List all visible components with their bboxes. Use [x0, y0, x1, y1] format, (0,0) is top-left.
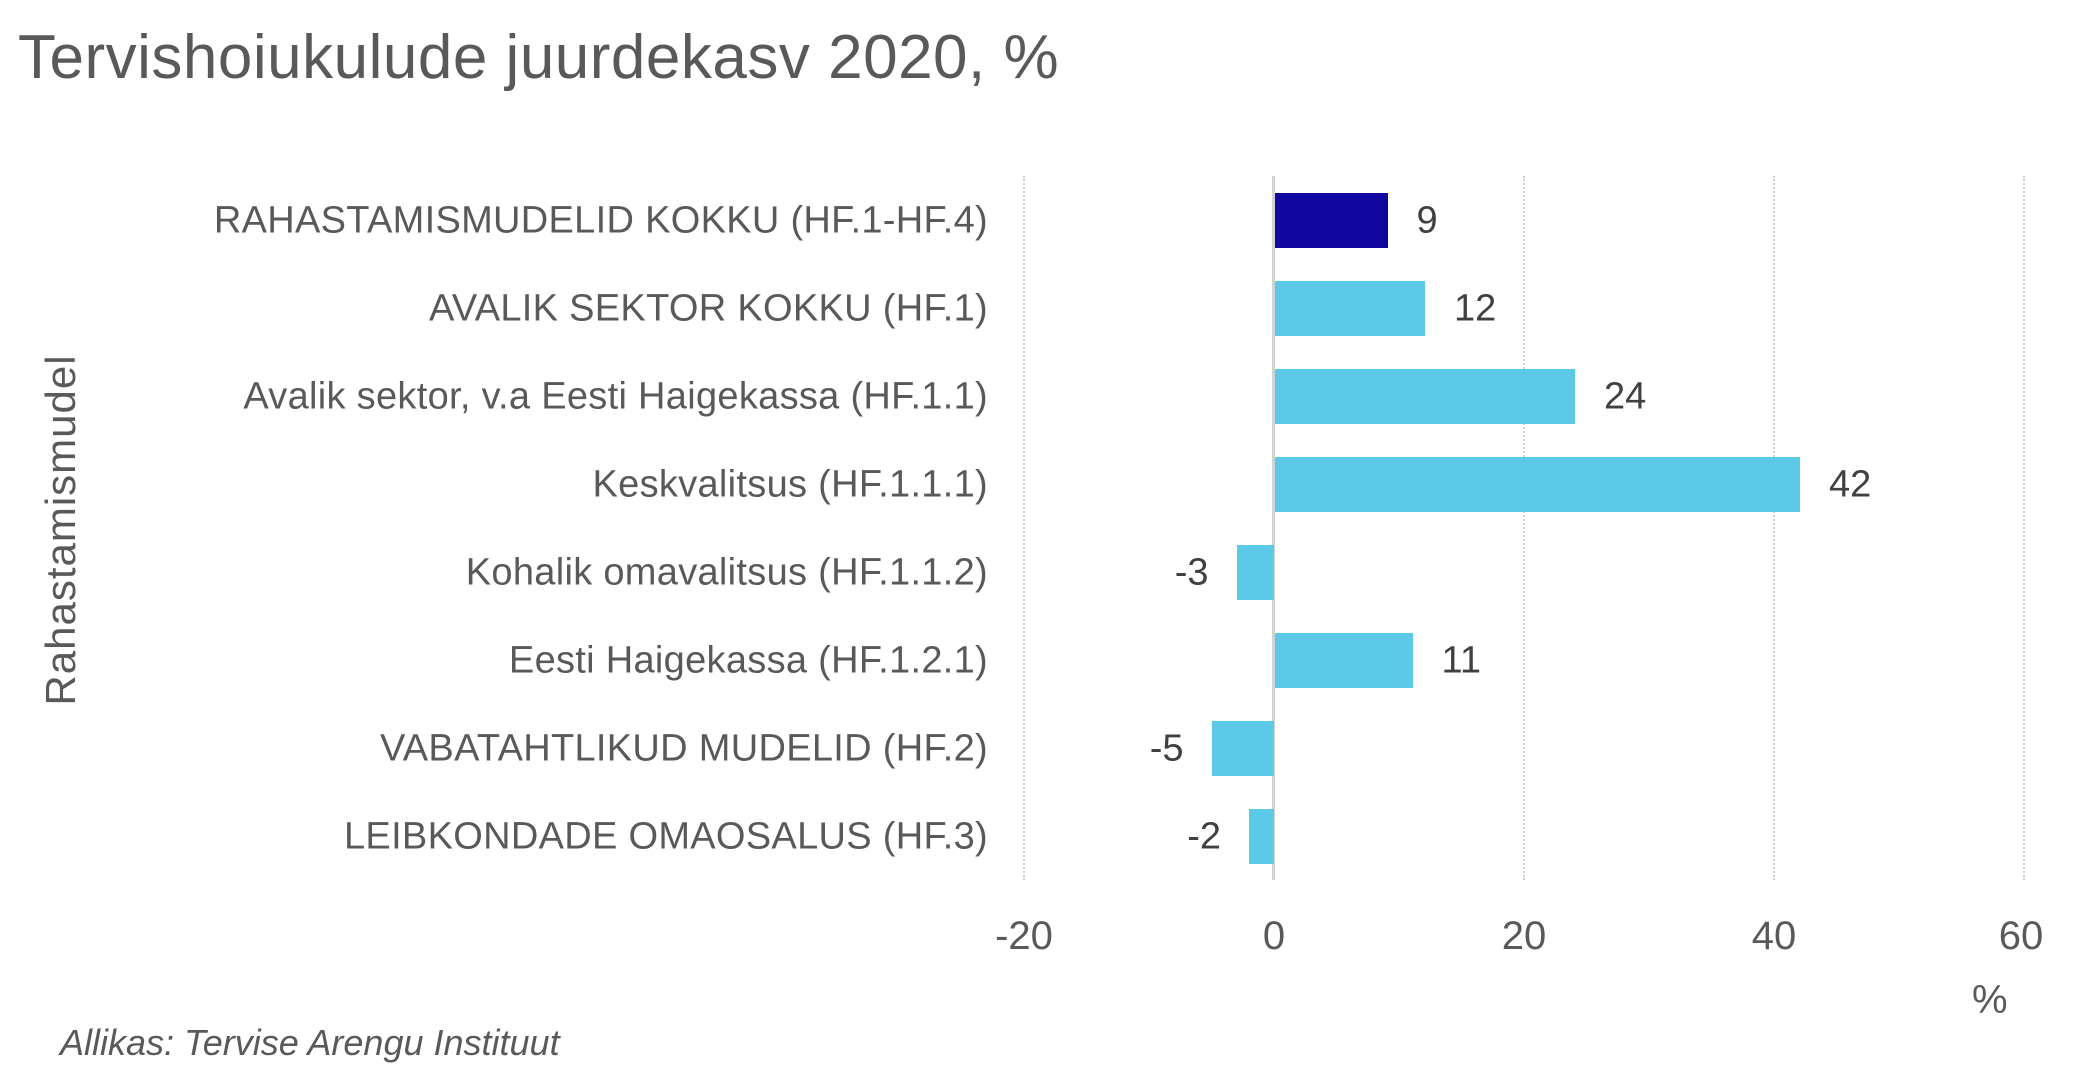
- category-label: LEIBKONDADE OMAOSALUS (HF.3): [344, 815, 988, 858]
- bar: [1249, 809, 1274, 864]
- x-tick-label: 40: [1751, 914, 1797, 958]
- x-tick-label: 0: [1262, 914, 1286, 958]
- value-label: 11: [1441, 639, 1481, 681]
- x-axis-label: %: [1972, 978, 2008, 1022]
- x-tick-label: -20: [995, 914, 1053, 958]
- bar: [1275, 281, 1425, 336]
- bar: [1236, 545, 1274, 600]
- source-note: Allikas: Tervise Arengu Instituut: [60, 1022, 560, 1063]
- zero-line: [1272, 176, 1275, 880]
- category-label: Kohalik omavalitsus (HF.1.1.2): [465, 551, 988, 594]
- category-label: Avalik sektor, v.a Eesti Haigekassa (HF.…: [243, 375, 988, 418]
- category-label: AVALIK SEKTOR KOKKU (HF.1): [429, 287, 988, 330]
- bar: [1275, 633, 1413, 688]
- value-label: 9: [1416, 199, 1438, 241]
- bar: [1275, 457, 1800, 512]
- value-label: -3: [1174, 551, 1209, 593]
- category-label: Eesti Haigekassa (HF.1.2.1): [508, 639, 988, 682]
- x-tick-label: 20: [1501, 914, 1547, 958]
- gridline: [1523, 176, 1525, 880]
- category-label: RAHASTAMISMUDELID KOKKU (HF.1-HF.4): [213, 199, 988, 242]
- value-label: -5: [1149, 727, 1184, 769]
- bar: [1275, 193, 1388, 248]
- value-label: 24: [1604, 375, 1647, 417]
- bar: [1275, 369, 1575, 424]
- category-label: VABATAHTLIKUD MUDELID (HF.2): [379, 727, 988, 770]
- gridline: [2023, 176, 2025, 880]
- bar: [1211, 721, 1274, 776]
- gridline: [1023, 176, 1025, 880]
- value-label: 42: [1829, 463, 1872, 505]
- chart-title: Tervishoiukulude juurdekasv 2020, %: [18, 23, 1060, 92]
- x-tick-label: 60: [1998, 914, 2044, 958]
- gridline: [1773, 176, 1775, 880]
- value-label: -2: [1187, 815, 1221, 857]
- category-label: Keskvalitsus (HF.1.1.1): [592, 463, 988, 506]
- value-label: 12: [1454, 287, 1497, 329]
